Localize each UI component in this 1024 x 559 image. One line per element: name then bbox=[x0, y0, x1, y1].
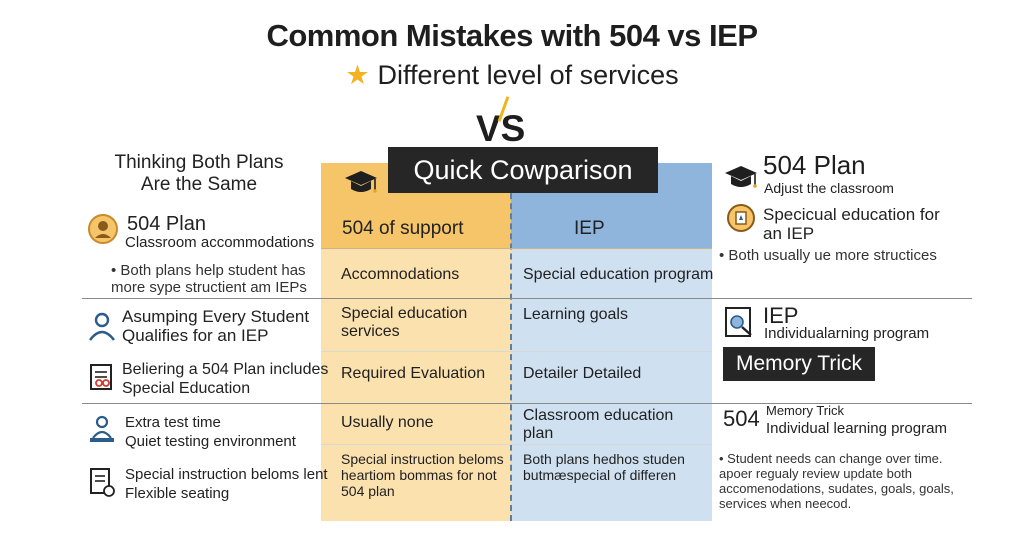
right-special-title: Specicual education for an IEP bbox=[763, 205, 940, 243]
right-iep-title: IEP bbox=[763, 303, 799, 328]
left-extra-line: Quiet testing environment bbox=[125, 433, 296, 450]
row-separator bbox=[321, 351, 712, 352]
table-cell-504: Special education services bbox=[341, 305, 468, 340]
table-cell-504: Accomnodations bbox=[341, 266, 460, 283]
checklist-icon bbox=[90, 364, 112, 390]
column-504-header: 504 of support bbox=[342, 218, 464, 239]
left-bullet-note: • Both plans help student has more sype … bbox=[111, 262, 307, 296]
table-cell-504: Special instruction beloms heartiom bomm… bbox=[341, 451, 504, 499]
left-504-title: 504 Plan bbox=[127, 213, 206, 235]
table-cell-iep: Both plans hedhos studen butmæspecial of… bbox=[523, 451, 685, 483]
test-taker-icon bbox=[90, 415, 114, 442]
table-cell-iep: Special education program bbox=[523, 266, 714, 283]
right-504-subtitle: Adjust the classroom bbox=[764, 180, 894, 196]
quick-comparison-banner: Quick Cowparison bbox=[388, 147, 658, 193]
learning-program-icon bbox=[725, 307, 752, 337]
student-icon bbox=[89, 312, 115, 341]
education-badge-icon bbox=[727, 204, 755, 232]
subtitle-text: Different level of services bbox=[377, 60, 679, 90]
row-separator bbox=[321, 444, 712, 445]
right-bullet-note: • Both usually ue more structices bbox=[719, 247, 937, 264]
page-title: Common Mistakes with 504 vs IEP bbox=[266, 18, 758, 53]
right-iep-subtitle: Individualarning program bbox=[764, 325, 930, 342]
mistake-heading: Beliering a 504 Plan includes Special Ed… bbox=[122, 361, 329, 397]
memory-504-label: 504 bbox=[723, 406, 760, 431]
left-extra-line: Extra test time bbox=[125, 414, 221, 431]
row-separator bbox=[82, 403, 972, 404]
document-icon bbox=[90, 468, 115, 497]
right-note: • Student needs can change over time. ap… bbox=[719, 451, 954, 511]
table-cell-504: Usually none bbox=[341, 414, 434, 431]
header-separator bbox=[321, 248, 712, 249]
mistake-heading: Asumping Every Student Qualifies for an … bbox=[122, 307, 310, 345]
left-special-line: Special instruction beloms lent bbox=[125, 466, 328, 483]
right-504-title: 504 Plan bbox=[763, 150, 866, 180]
column-divider bbox=[510, 163, 512, 521]
table-cell-iep: Classroom education plan bbox=[523, 407, 674, 442]
table-cell-504: Required Evaluation bbox=[341, 365, 486, 382]
star-icon: ★ bbox=[345, 60, 370, 90]
memory-line: Individual learning program bbox=[766, 420, 947, 437]
memory-line: Memory Trick bbox=[766, 403, 844, 418]
memory-trick-banner: Memory Trick bbox=[723, 347, 875, 381]
person-care-icon bbox=[88, 214, 118, 244]
column-iep-header: IEP bbox=[574, 218, 605, 239]
graduation-cap-icon bbox=[725, 166, 757, 188]
row-separator bbox=[82, 298, 972, 299]
table-cell-iep: Detailer Detailed bbox=[523, 365, 642, 382]
mistake-heading: Thinking Both Plans Are the Same bbox=[114, 152, 284, 195]
left-special-line: Flexible seating bbox=[125, 485, 230, 502]
graduation-cap-icon bbox=[345, 171, 377, 193]
table-cell-iep: Learning goals bbox=[523, 306, 628, 323]
left-504-subtitle: Classroom accommodations bbox=[125, 234, 315, 251]
page-subtitle: ★ Different level of services bbox=[0, 60, 1024, 91]
